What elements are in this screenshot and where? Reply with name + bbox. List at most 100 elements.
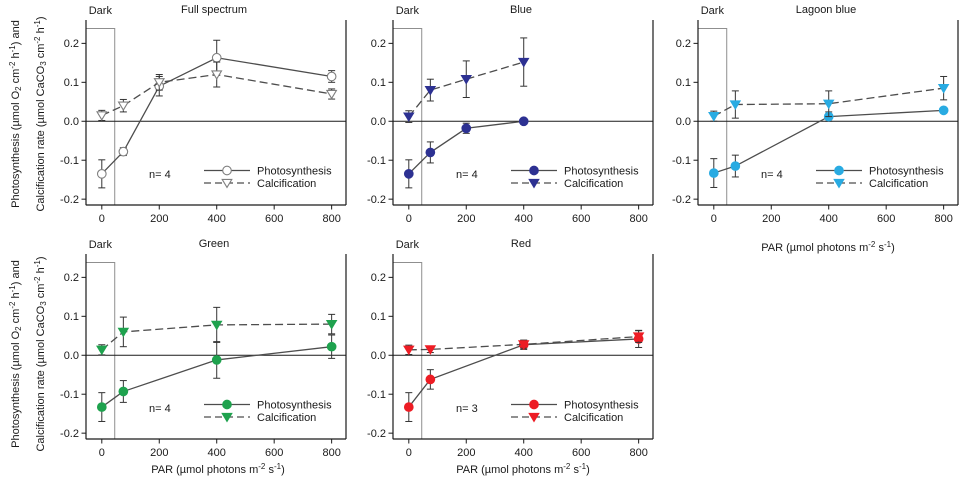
marker-circle <box>529 399 539 410</box>
x-tick-label: 0 <box>711 213 717 225</box>
marker-triangle-down-icon <box>424 345 437 355</box>
panel-lagoon-blue: Dark 0 200 400 600 800 -0.2 -0.1 0.0 0.1 0.2 n= 4 Ph… <box>672 4 959 225</box>
x-tick-label: 800 <box>322 447 340 459</box>
legend-label: Calcification <box>564 412 623 424</box>
legend-label: Photosynthesis <box>257 165 332 177</box>
marker-circle <box>326 341 337 352</box>
y-tick-label: 0.2 <box>64 272 79 284</box>
series-line <box>408 120 524 175</box>
marker-triangle-down-icon <box>517 57 530 68</box>
x-tick-label: 200 <box>150 447 168 459</box>
marker-triangle-down-icon <box>96 345 108 356</box>
x-tick-label: 400 <box>515 213 533 225</box>
marker-triangle-down-icon <box>325 89 338 100</box>
axes <box>392 254 654 440</box>
legend-label: Calcification <box>869 178 928 190</box>
y-tick-label: 0.2 <box>371 272 386 284</box>
dark-label: Dark <box>701 5 725 17</box>
marker-triangle-down-icon <box>833 178 845 189</box>
marker-circle <box>403 402 414 412</box>
marker-triangle-down-icon <box>210 70 223 80</box>
marker-triangle-down-icon <box>517 340 530 350</box>
x-tick-label: 800 <box>322 213 340 225</box>
series-calcification <box>403 37 530 123</box>
panel-title: Full spectrum <box>181 4 247 16</box>
x-tick-label: 200 <box>457 447 475 459</box>
marker-circle <box>834 165 844 176</box>
x-tick-label: 200 <box>150 213 168 225</box>
axes <box>392 20 654 206</box>
marker-triangle-down-icon <box>117 327 130 338</box>
y-tick-label: -0.2 <box>367 428 386 440</box>
legend-label: Calcification <box>257 412 316 424</box>
axes <box>85 20 347 206</box>
y-axis-label-line2: Calcification rate (µmol CaCO3 cm-2 h-1) <box>33 16 48 212</box>
marker-circle <box>118 386 129 397</box>
panel-full-spectrum: Dark 0 200 400 600 800 -0.2 -0.1 0.0 0.1 0.2 n= 4 Ph… <box>60 4 347 225</box>
y-tick-label: -0.2 <box>60 428 79 440</box>
y-tick-label: 0.1 <box>64 77 79 89</box>
marker-triangle-down-icon <box>632 332 645 343</box>
y-tick-label: -0.1 <box>367 389 386 401</box>
x-tick-label: 600 <box>265 447 283 459</box>
y-tick-label: -0.1 <box>367 155 386 167</box>
y-tick-label: 0.0 <box>676 116 691 128</box>
legend-label: Photosynthesis <box>564 165 639 177</box>
y-tick-label: 0.0 <box>371 350 386 362</box>
series-line <box>101 323 332 351</box>
series-photosynthesis <box>96 334 337 422</box>
x-tick-label: 400 <box>515 447 533 459</box>
series-line <box>408 335 639 351</box>
y-axis-label-line1: Photosynthesis (µmol O2 cm-2 h-1) and <box>8 20 23 208</box>
marker-triangle-down-icon <box>210 320 223 331</box>
marker-circle <box>222 165 232 176</box>
marker-circle <box>222 399 232 410</box>
panel-green: Dark 0 200 400 600 800 -0.2 -0.1 0.0 0.1 0.2 n= 4 Ph… <box>60 238 347 459</box>
x-tick-label: 0 <box>406 213 412 225</box>
marker-triangle-down-icon <box>153 78 166 88</box>
legend-label: Calcification <box>564 178 623 190</box>
series-line <box>408 61 524 117</box>
axes <box>697 20 959 206</box>
marker-triangle-down-icon <box>528 178 540 189</box>
marker-triangle-down-icon <box>424 85 437 96</box>
legend-label: Photosynthesis <box>564 399 639 411</box>
x-tick-label: 400 <box>208 447 226 459</box>
panel-blue: Dark 0 200 400 600 800 -0.2 -0.1 0.0 0.1 0.2 n= 4 Ph… <box>367 4 654 225</box>
n-label: n= 4 <box>456 169 478 181</box>
marker-triangle-down-icon <box>729 100 742 110</box>
x-tick-label: 0 <box>99 447 105 459</box>
x-tick-label: 800 <box>629 213 647 225</box>
y-tick-label: 0.2 <box>64 38 79 50</box>
y-tick-label: 0.2 <box>676 38 691 50</box>
legend-label: Photosynthesis <box>869 165 944 177</box>
y-tick-label: 0.0 <box>371 116 386 128</box>
legend-label: Calcification <box>257 178 316 190</box>
marker-triangle-down-icon <box>96 111 108 121</box>
dark-label: Dark <box>396 239 420 251</box>
marker-triangle-down-icon <box>117 101 130 112</box>
marker-circle <box>938 105 949 116</box>
y-tick-label: -0.2 <box>672 194 691 206</box>
dark-label: Dark <box>396 5 420 17</box>
panel-title: Blue <box>510 4 532 16</box>
marker-circle <box>708 168 719 178</box>
marker-circle <box>211 52 222 63</box>
x-tick-label: 0 <box>406 447 412 459</box>
x-tick-label: 800 <box>629 447 647 459</box>
y-axis-label-bottom-row: Photosynthesis (µmol O2 cm-2 h-1) and Ca… <box>3 226 53 482</box>
y-tick-label: 0.0 <box>64 116 79 128</box>
panel-title: Lagoon blue <box>796 4 857 16</box>
x-tick-label: 0 <box>99 213 105 225</box>
n-label: n= 3 <box>456 403 478 415</box>
marker-circle <box>96 168 107 179</box>
x-tick-label: 200 <box>457 213 475 225</box>
y-tick-label: -0.1 <box>60 389 79 401</box>
panel-title: Red <box>511 238 531 250</box>
y-tick-label: 0.1 <box>64 311 79 323</box>
marker-circle <box>211 355 222 365</box>
y-axis-label-line2: Calcification rate (µmol CaCO3 cm-2 h-1) <box>33 256 48 452</box>
series-line <box>408 338 639 408</box>
marker-circle <box>96 402 107 412</box>
